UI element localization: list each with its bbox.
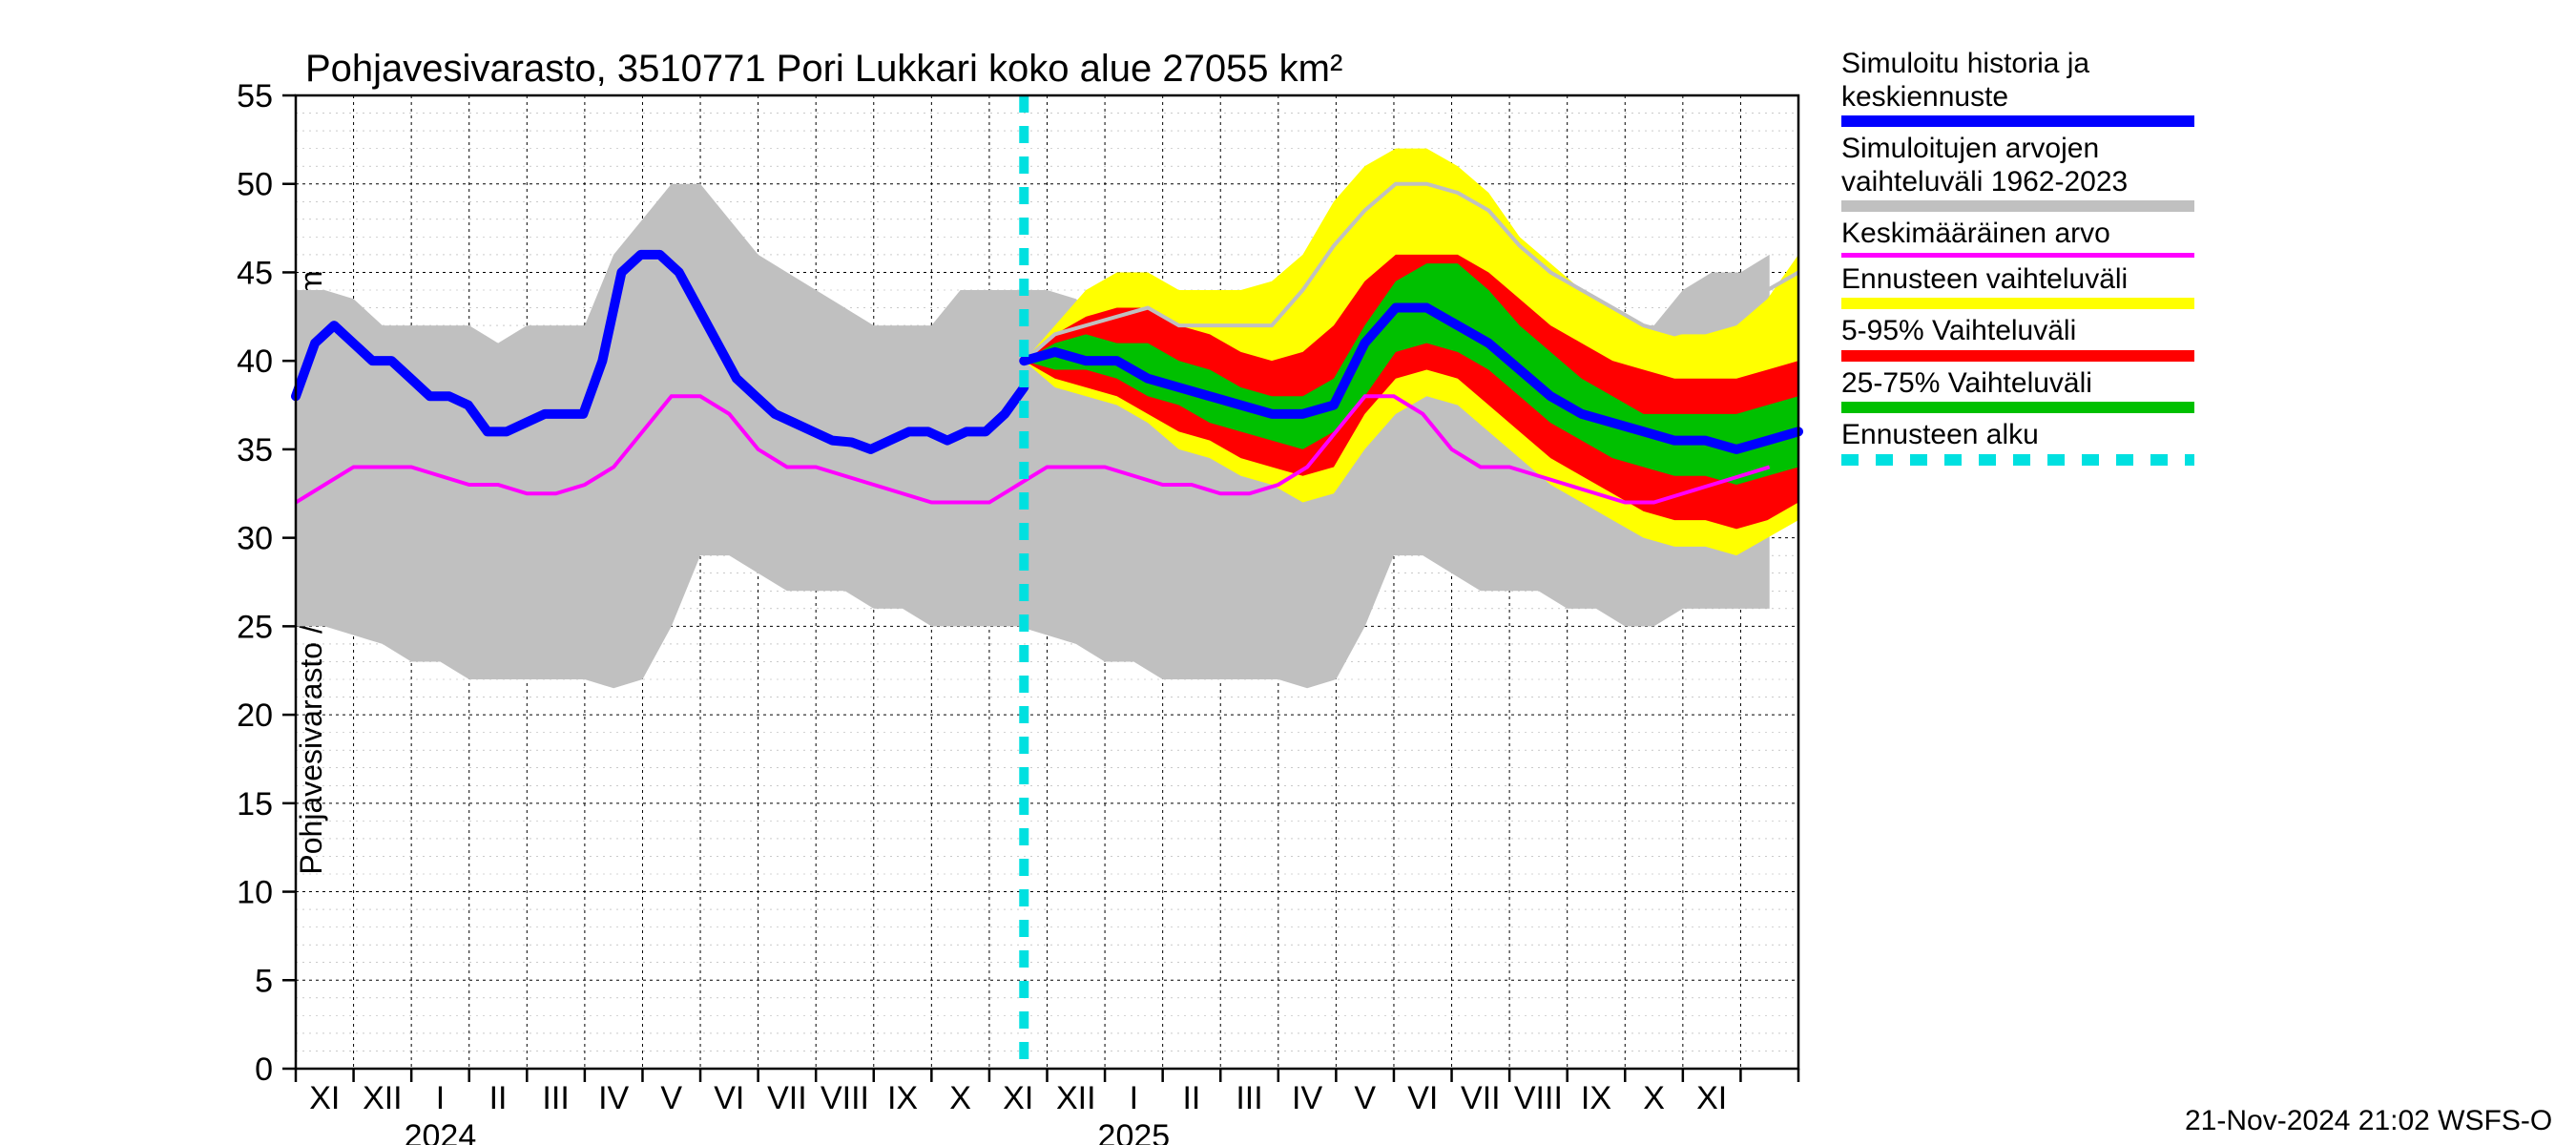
x-month-label: III bbox=[542, 1080, 569, 1116]
y-tick-label: 55 bbox=[237, 78, 273, 114]
x-month-label: VI bbox=[714, 1080, 744, 1116]
legend-swatch bbox=[1841, 200, 2194, 212]
x-month-label: IX bbox=[1581, 1080, 1611, 1116]
legend-label: Ennusteen alku bbox=[1841, 419, 2357, 452]
x-month-label: I bbox=[1130, 1080, 1138, 1116]
y-tick-label: 30 bbox=[237, 521, 273, 557]
x-year-label: 2025 bbox=[1098, 1118, 1171, 1145]
legend-item: Simuloitu historia jakeskiennuste bbox=[1841, 48, 2357, 127]
legend-swatch bbox=[1841, 253, 2194, 258]
y-tick-label: 5 bbox=[255, 963, 273, 999]
legend-item: 25-75% Vaihteluväli bbox=[1841, 367, 2357, 414]
legend-label: 5-95% Vaihteluväli bbox=[1841, 315, 2357, 348]
legend-swatch bbox=[1841, 298, 2194, 309]
legend: Simuloitu historia jakeskiennusteSimuloi… bbox=[1841, 48, 2357, 471]
y-tick-label: 20 bbox=[237, 697, 273, 734]
x-year-label: 2024 bbox=[405, 1118, 477, 1145]
x-month-label: VII bbox=[1461, 1080, 1501, 1116]
legend-label: 25-75% Vaihteluväli bbox=[1841, 367, 2357, 401]
x-month-label: XI bbox=[1003, 1080, 1033, 1116]
x-month-label: II bbox=[489, 1080, 508, 1116]
x-month-label: I bbox=[436, 1080, 445, 1116]
legend-swatch bbox=[1841, 454, 2194, 466]
y-tick-label: 25 bbox=[237, 609, 273, 645]
x-month-label: V bbox=[1354, 1080, 1376, 1116]
legend-label: Simuloitujen arvojen bbox=[1841, 133, 2357, 166]
x-month-label: XI bbox=[1696, 1080, 1727, 1116]
legend-label: vaihteluväli 1962-2023 bbox=[1841, 166, 2357, 199]
x-month-label: II bbox=[1182, 1080, 1200, 1116]
x-month-label: VI bbox=[1407, 1080, 1438, 1116]
legend-label: Simuloitu historia ja bbox=[1841, 48, 2357, 81]
x-month-label: III bbox=[1236, 1080, 1262, 1116]
x-month-label: V bbox=[660, 1080, 682, 1116]
legend-swatch bbox=[1841, 115, 2194, 127]
x-month-label: XII bbox=[363, 1080, 403, 1116]
figure: Pohjavesivarasto / Groundwater storage m… bbox=[0, 0, 2576, 1145]
x-month-label: VIII bbox=[821, 1080, 869, 1116]
x-month-label: XII bbox=[1056, 1080, 1096, 1116]
x-month-label: X bbox=[949, 1080, 971, 1116]
footer-timestamp: 21-Nov-2024 21:02 WSFS-O bbox=[2185, 1105, 2552, 1137]
x-month-label: IV bbox=[1292, 1080, 1322, 1116]
legend-item: Simuloitujen arvojenvaihteluväli 1962-20… bbox=[1841, 133, 2357, 212]
y-tick-label: 40 bbox=[237, 344, 273, 380]
x-month-label: VIII bbox=[1514, 1080, 1563, 1116]
legend-item: Ennusteen vaihteluväli bbox=[1841, 263, 2357, 310]
legend-label: keskiennuste bbox=[1841, 81, 2357, 114]
x-month-label: XI bbox=[309, 1080, 340, 1116]
y-tick-label: 15 bbox=[237, 786, 273, 822]
x-month-label: X bbox=[1643, 1080, 1665, 1116]
x-month-label: IX bbox=[887, 1080, 918, 1116]
x-month-label: VII bbox=[767, 1080, 807, 1116]
y-tick-label: 35 bbox=[237, 432, 273, 468]
x-month-label: IV bbox=[598, 1080, 629, 1116]
y-tick-label: 0 bbox=[255, 1051, 273, 1088]
legend-swatch bbox=[1841, 402, 2194, 413]
y-tick-label: 10 bbox=[237, 875, 273, 911]
legend-item: Keskimääräinen arvo bbox=[1841, 218, 2357, 258]
legend-label: Ennusteen vaihteluväli bbox=[1841, 263, 2357, 297]
legend-item: Ennusteen alku bbox=[1841, 419, 2357, 466]
legend-item: 5-95% Vaihteluväli bbox=[1841, 315, 2357, 362]
y-tick-label: 50 bbox=[237, 167, 273, 203]
y-tick-label: 45 bbox=[237, 255, 273, 291]
legend-swatch bbox=[1841, 350, 2194, 362]
legend-label: Keskimääräinen arvo bbox=[1841, 218, 2357, 251]
